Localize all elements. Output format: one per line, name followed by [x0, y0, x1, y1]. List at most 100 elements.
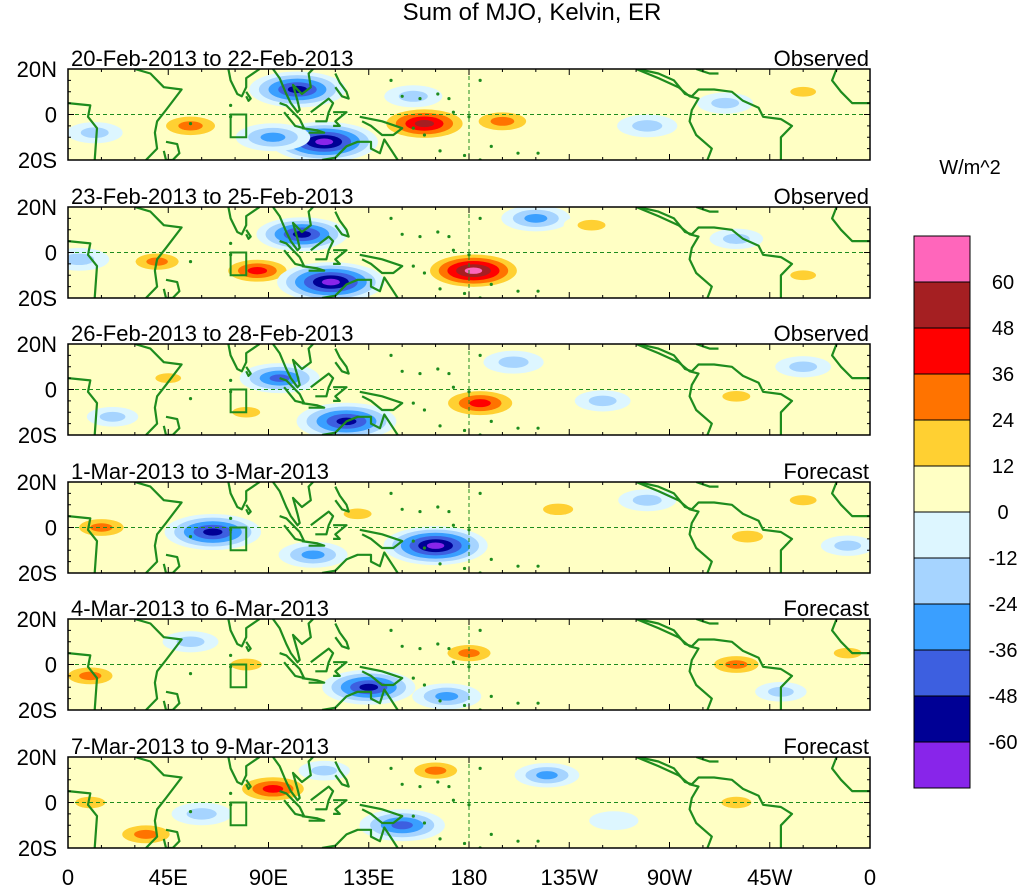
- anomaly-positive-10: [777, 265, 829, 286]
- contour-level: [711, 97, 740, 109]
- panel-3: 20N 0 20S 26-Feb-2013 to 28-Feb-2013 Observe…: [17, 321, 871, 448]
- island: [489, 694, 493, 698]
- anomaly-negative-8: [68, 247, 110, 271]
- coastline: [68, 240, 99, 298]
- island: [418, 509, 422, 514]
- anomaly-negative-10: [697, 92, 754, 114]
- island: [436, 780, 440, 784]
- contour-level: [524, 214, 548, 223]
- island: [478, 216, 482, 220]
- island: [478, 628, 482, 632]
- coastline: [635, 207, 713, 298]
- island: [451, 660, 456, 664]
- contour-level: [186, 808, 217, 820]
- colorbar-swatch: [913, 281, 971, 329]
- island: [436, 92, 440, 96]
- coastline: [638, 482, 794, 573]
- anomaly-negative-6: [171, 802, 232, 826]
- anomaly-negative-4: [412, 683, 482, 710]
- contour-level: [80, 127, 109, 138]
- coastline: [635, 619, 713, 710]
- coastline: [162, 553, 181, 573]
- contour-level: [490, 116, 515, 126]
- island: [436, 230, 440, 234]
- anomaly-negative-3: [256, 217, 348, 252]
- island: [451, 523, 456, 527]
- island: [516, 839, 520, 843]
- coastlines: [68, 619, 870, 710]
- coastline: [635, 482, 713, 573]
- coastline: [831, 344, 870, 380]
- contour-level: [632, 494, 662, 506]
- anomaly-positive-5: [436, 640, 502, 666]
- island: [536, 564, 540, 568]
- contour-level: [414, 120, 434, 128]
- contour-level: [176, 636, 205, 648]
- coastline: [301, 540, 326, 547]
- coastline: [638, 207, 794, 298]
- panel-period-label: 7-Mar-2013 to 9-Mar-2013: [71, 734, 329, 759]
- panel-kind-label: Forecast: [783, 734, 869, 759]
- island: [188, 397, 193, 401]
- panel-2: 20N 0 20S 23-Feb-2013 to 25-Feb-2013 Observe…: [17, 184, 871, 311]
- coastline: [162, 278, 181, 298]
- contour-level: [424, 766, 447, 775]
- coastline: [359, 803, 404, 825]
- colorbar-swatch: [913, 741, 971, 789]
- coastline: [279, 652, 306, 680]
- coastline: [162, 828, 181, 848]
- y-tick-label: 0: [45, 241, 57, 266]
- island: [229, 241, 233, 245]
- coastline: [245, 366, 252, 377]
- coastline: [310, 785, 335, 811]
- coastlines: [68, 757, 870, 848]
- island: [188, 810, 193, 814]
- panel-1: 20N 0 20S 20-Feb-2013 to 22-Feb-2013 Observe…: [17, 46, 871, 173]
- coastline: [279, 515, 306, 543]
- y-tick-label: 20N: [17, 470, 57, 495]
- island: [438, 699, 442, 703]
- island: [411, 539, 415, 543]
- coastline: [279, 102, 306, 130]
- y-tick-label: 0: [45, 378, 57, 403]
- y-tick-label: 0: [45, 103, 57, 128]
- island: [478, 491, 482, 495]
- coastline: [310, 372, 335, 398]
- colorbar-swatch: [913, 511, 971, 559]
- anomaly-negative-10: [589, 811, 639, 831]
- contour-level: [536, 771, 558, 780]
- coastline: [227, 619, 261, 648]
- island: [229, 653, 233, 658]
- island: [400, 782, 404, 786]
- contour-level: [790, 86, 817, 97]
- contour-level: [90, 523, 113, 532]
- coastline: [279, 240, 306, 268]
- coastline: [359, 665, 404, 687]
- y-tick-label: 20N: [17, 607, 57, 632]
- coastline: [227, 482, 261, 511]
- colorbar-units: W/m^2: [939, 157, 1001, 179]
- colorbar-level-label: 0: [997, 502, 1008, 524]
- contour-level: [134, 829, 158, 839]
- region-box: [229, 801, 248, 827]
- island: [467, 528, 471, 532]
- anomaly-positive-1: [68, 663, 124, 689]
- island: [489, 557, 493, 561]
- island: [516, 701, 520, 705]
- anomaly-positive-10: [819, 642, 870, 664]
- coastline: [310, 510, 335, 536]
- island: [411, 676, 415, 680]
- anomaly-negative-8: [514, 763, 580, 788]
- coastline: [134, 757, 183, 848]
- coastline: [695, 482, 719, 488]
- island: [536, 151, 540, 155]
- panel-kind-label: Forecast: [783, 596, 869, 621]
- colorbar-level-label: 24: [992, 410, 1014, 432]
- anomaly-negative-7: [162, 631, 219, 653]
- coastline: [333, 524, 348, 540]
- anomaly-negative-6: [501, 207, 571, 232]
- anomaly-positive-12: [568, 78, 616, 97]
- island: [447, 784, 451, 789]
- colorbar-swatch: [913, 419, 971, 467]
- coastline: [359, 115, 404, 137]
